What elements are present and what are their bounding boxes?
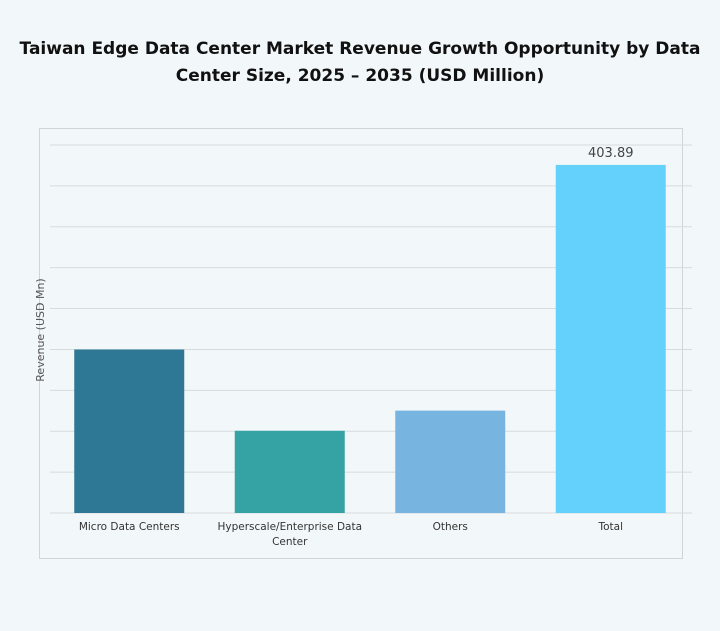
bar-total: [555, 164, 666, 513]
x-tick-label: Center: [272, 536, 308, 548]
bar-hyperscale-enterprise-data-center: [234, 430, 345, 513]
x-tick-label: Others: [433, 521, 468, 533]
chart-title-line-2: Center Size, 2025 – 2035 (USD Million): [175, 66, 545, 86]
bar-others: [395, 410, 506, 513]
y-axis-label: Revenue (USD Mn): [34, 278, 47, 381]
x-tick-label: Micro Data Centers: [79, 521, 180, 533]
data-label: 403.89: [588, 146, 634, 161]
x-tick-label: Hyperscale/Enterprise Data: [217, 521, 362, 533]
x-tick-label: Total: [597, 521, 623, 533]
bar-micro-data-centers: [74, 349, 185, 513]
chart-title-line-1: Taiwan Edge Data Center Market Revenue G…: [19, 39, 701, 59]
chart-title: Taiwan Edge Data Center Market Revenue G…: [0, 36, 720, 90]
